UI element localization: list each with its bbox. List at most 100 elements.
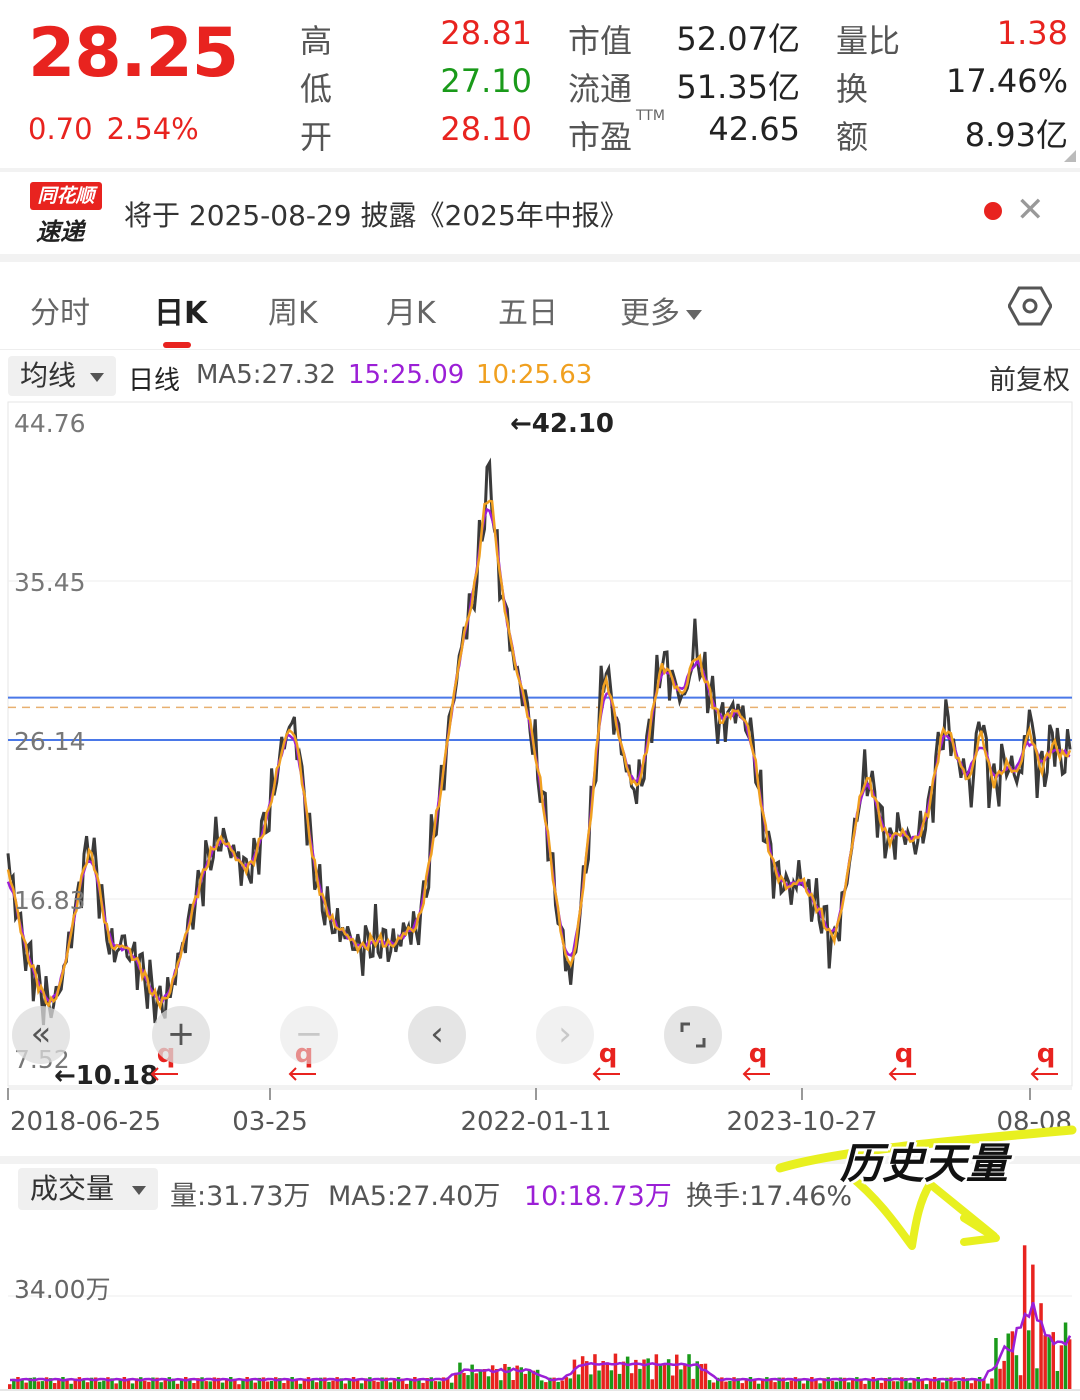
volume-bar (396, 1377, 401, 1390)
tab-more[interactable]: 更多 (620, 288, 702, 332)
volume-bar (589, 1374, 593, 1390)
volume-bar (441, 1377, 446, 1390)
ma-selector[interactable]: 均线 (8, 356, 116, 396)
volume-bar (429, 1377, 433, 1390)
volume-bar (773, 1382, 777, 1390)
volume-selector[interactable]: 成交量 (18, 1168, 158, 1210)
next-button[interactable]: › (536, 1006, 594, 1064)
volume-bar (576, 1374, 581, 1390)
volume-chart[interactable]: 34.00万 (0, 1214, 1080, 1400)
volume-bar (171, 1378, 176, 1390)
volume-bar (630, 1373, 634, 1390)
amount-label: 额 (836, 118, 869, 156)
volume-bar (535, 1369, 540, 1390)
volume-bar (16, 1377, 20, 1390)
volume-bar (883, 1378, 888, 1390)
pe-value: 42.65 (708, 110, 800, 148)
volume-bar (1010, 1331, 1015, 1390)
volume-bar (949, 1377, 953, 1390)
volume-bar (388, 1382, 393, 1390)
volume-bar (28, 1377, 32, 1390)
volume-bar (61, 1377, 65, 1390)
volume-bar (1043, 1335, 1047, 1390)
zoom-out-button[interactable]: − (280, 1006, 338, 1064)
volume-bar (134, 1378, 139, 1390)
volume-bar (932, 1377, 937, 1390)
volume-bar (237, 1384, 241, 1390)
volume-bar (335, 1377, 339, 1390)
volume-bar (233, 1378, 237, 1390)
prev-button[interactable]: ‹ (408, 1006, 466, 1064)
volume-bar (593, 1354, 597, 1390)
adjust-mode-button[interactable]: 前复权 (989, 365, 1070, 396)
volume-bar (548, 1377, 552, 1390)
close-icon[interactable]: ✕ (1016, 190, 1045, 230)
quote-header: 28.25 0.70 2.54% 高 低 开 28.81 27.10 28.10 … (0, 0, 1080, 168)
volume-bar (282, 1383, 286, 1390)
volume-bar (793, 1377, 798, 1390)
fullscreen-button[interactable] (664, 1006, 722, 1064)
volume-bar (98, 1381, 102, 1390)
zoom-in-button[interactable]: + (152, 1006, 210, 1064)
volume-bar (368, 1377, 372, 1390)
volume-bar (666, 1359, 671, 1390)
volume-bar (969, 1383, 974, 1390)
tab-monthly-k[interactable]: 月K (386, 296, 436, 331)
volume-bar (1039, 1303, 1043, 1390)
volume-bar (605, 1362, 609, 1390)
volume-bar (1055, 1371, 1060, 1390)
expand-corner-icon[interactable] (1064, 150, 1076, 162)
volume-bar (143, 1380, 147, 1390)
ma10-readout: 10:25.63 (476, 360, 593, 390)
volume-bar (928, 1378, 933, 1390)
active-tab-indicator (163, 342, 191, 348)
volume-bar (384, 1377, 388, 1390)
volume-bar (93, 1377, 98, 1390)
divider (0, 254, 1080, 262)
volume-bar (20, 1380, 24, 1390)
volume-bar (785, 1381, 789, 1390)
period-tabs: 分时 日K 周K 月K 五日 更多 (0, 262, 1080, 350)
open-label: 开 (300, 118, 333, 156)
ma-indicator-row: 均线 日线 MA5:27.32 15:25.09 10:25.63 前复权 (0, 352, 1080, 398)
notice-text[interactable]: 将于 2025-08-29 披露《2025年中报》 (124, 199, 628, 232)
volume-bar (1031, 1264, 1035, 1390)
volume-bar (982, 1379, 986, 1390)
volume-bar (863, 1383, 867, 1390)
volume-bar (314, 1382, 319, 1390)
volume-bar (572, 1359, 577, 1390)
volume-bar (527, 1369, 532, 1390)
mktcap-label: 市值 (568, 22, 633, 60)
volume-bar (257, 1377, 262, 1390)
volume-bar (298, 1383, 303, 1390)
volume-bar (192, 1383, 196, 1390)
volume-bar (216, 1377, 221, 1390)
volume-bar (85, 1382, 90, 1390)
volume-bar (274, 1377, 278, 1390)
volume-bar (347, 1379, 352, 1390)
volume-bar (1063, 1322, 1068, 1390)
scroll-left-button[interactable]: « (12, 1006, 70, 1064)
volume-bar (871, 1377, 875, 1390)
volume-bar (77, 1377, 82, 1390)
volume-bar (597, 1370, 601, 1390)
volume-bar (286, 1379, 290, 1390)
volume-bar (806, 1379, 810, 1390)
tab-five-day[interactable]: 五日 (498, 296, 558, 331)
y-tick-label: 26.14 (14, 727, 86, 756)
volume-bar (531, 1370, 536, 1390)
volume-bar (36, 1381, 41, 1390)
tab-daily-k[interactable]: 日K (154, 296, 208, 331)
min-price-label: ←10.18 (54, 1061, 158, 1091)
tab-weekly-k[interactable]: 周K (268, 296, 318, 331)
notice-bar[interactable]: 同花顺 速递 将于 2025-08-29 披露《2025年中报》 (0, 172, 1080, 254)
tab-fenshi[interactable]: 分时 (30, 296, 90, 331)
volume-bar (842, 1377, 847, 1390)
volume-bar (106, 1377, 110, 1390)
volume-bar (908, 1382, 912, 1390)
marker-arrow-icon (888, 1067, 916, 1081)
settings-icon[interactable] (1008, 284, 1052, 328)
volume-bar (392, 1380, 397, 1390)
x-tick-label: 2022-01-11 (460, 1107, 611, 1137)
